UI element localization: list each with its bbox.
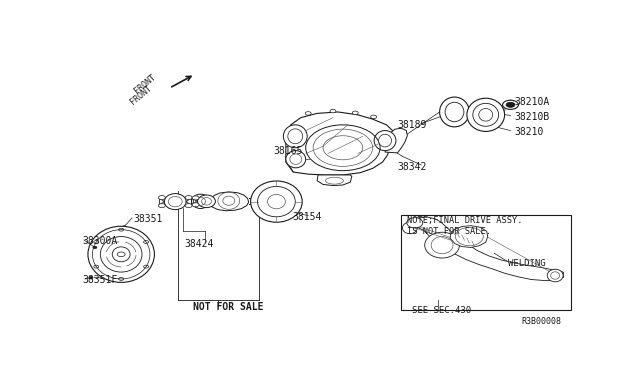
Ellipse shape [286, 151, 306, 168]
Ellipse shape [425, 232, 460, 258]
Text: 38210B: 38210B [514, 112, 549, 122]
Ellipse shape [192, 196, 199, 200]
Polygon shape [385, 128, 408, 153]
Text: 38210: 38210 [514, 127, 543, 137]
Text: SEE SEC.430: SEE SEC.430 [412, 306, 472, 315]
Text: 38165: 38165 [273, 145, 303, 155]
Circle shape [502, 100, 518, 109]
Ellipse shape [158, 196, 165, 200]
Circle shape [371, 115, 376, 119]
Polygon shape [210, 192, 249, 211]
Ellipse shape [284, 125, 307, 148]
Ellipse shape [251, 181, 302, 222]
Text: 38189: 38189 [397, 121, 427, 131]
Text: R3B00008: R3B00008 [522, 317, 561, 326]
Text: IS NOT FOR SALE.: IS NOT FOR SALE. [408, 227, 492, 236]
Ellipse shape [164, 193, 186, 210]
Circle shape [93, 246, 97, 248]
Ellipse shape [374, 131, 396, 151]
Text: NOTE;FINAL DRIVE ASSY.: NOTE;FINAL DRIVE ASSY. [408, 216, 523, 225]
Circle shape [89, 277, 93, 279]
Ellipse shape [290, 154, 301, 164]
Ellipse shape [192, 203, 199, 207]
Ellipse shape [185, 196, 192, 200]
Circle shape [305, 112, 311, 115]
Ellipse shape [158, 203, 165, 208]
Circle shape [352, 111, 358, 115]
Text: WELDING: WELDING [508, 259, 545, 268]
Polygon shape [286, 112, 394, 175]
Polygon shape [317, 175, 352, 186]
Ellipse shape [88, 226, 154, 282]
Bar [401, 215, 571, 311]
Ellipse shape [288, 129, 303, 144]
Ellipse shape [185, 203, 192, 208]
Text: 38351F: 38351F [83, 275, 118, 285]
Ellipse shape [467, 98, 504, 131]
Text: FRONT: FRONT [132, 73, 157, 96]
Ellipse shape [473, 103, 499, 126]
Ellipse shape [440, 97, 469, 127]
Text: 38154: 38154 [292, 212, 322, 222]
Ellipse shape [379, 134, 392, 147]
Ellipse shape [479, 109, 493, 121]
Text: NOT FOR SALE: NOT FOR SALE [193, 302, 264, 312]
Text: 38300A: 38300A [83, 236, 118, 246]
Polygon shape [408, 217, 564, 280]
Ellipse shape [407, 218, 423, 228]
Circle shape [330, 109, 336, 113]
Text: 38210A: 38210A [514, 97, 549, 107]
Text: 38351: 38351 [133, 214, 163, 224]
Polygon shape [450, 226, 488, 247]
Text: 38342: 38342 [397, 162, 427, 171]
Ellipse shape [403, 222, 417, 234]
Text: FRONT: FRONT [129, 84, 154, 107]
Ellipse shape [198, 195, 216, 208]
Ellipse shape [547, 269, 563, 282]
Circle shape [506, 102, 515, 108]
Ellipse shape [445, 102, 464, 122]
Text: 38424: 38424 [184, 239, 214, 249]
Ellipse shape [191, 194, 209, 208]
